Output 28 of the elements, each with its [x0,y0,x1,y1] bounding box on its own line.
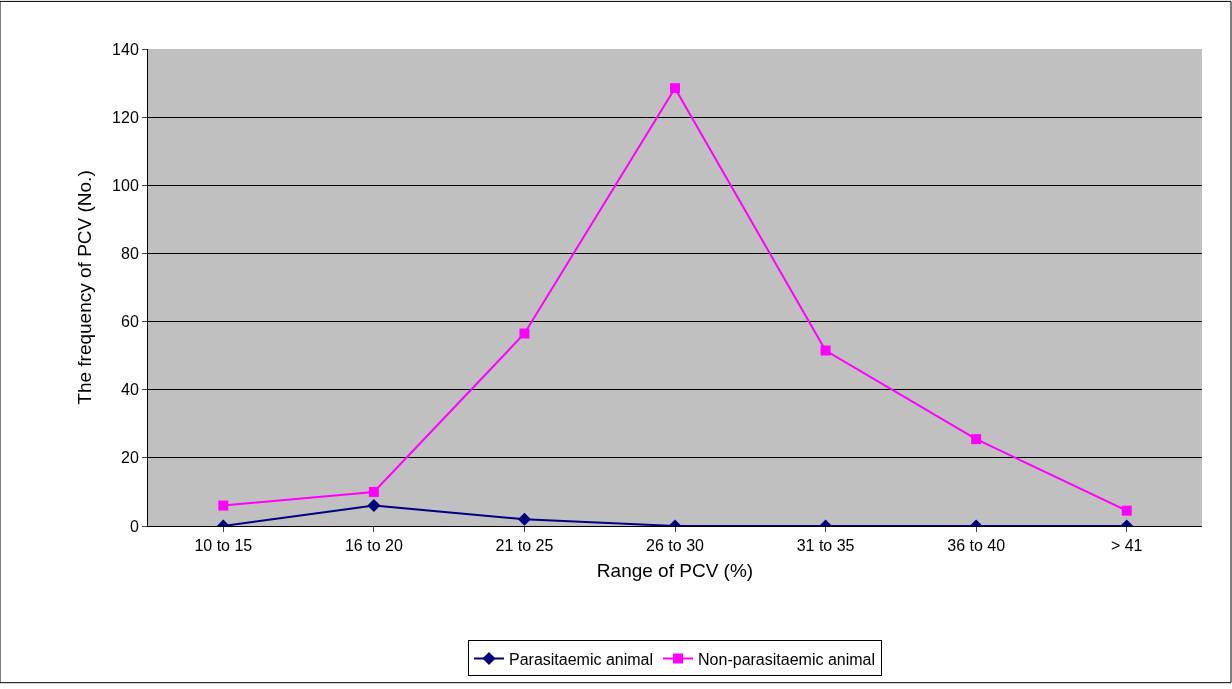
y-tick-label: 20 [121,449,139,467]
point [820,345,831,356]
y-tick-label: 120 [112,108,139,126]
point [971,434,982,445]
x-tick-label: > 41 [1110,537,1143,555]
x-tick-label: 36 to 40 [947,537,1006,555]
point [1121,505,1132,516]
point [519,328,530,339]
point [218,500,229,511]
legend-label: Parasitaemic animal [509,650,654,668]
x-tick-label: 21 to 25 [495,537,554,555]
x-tick-label: 16 to 20 [344,537,403,555]
y-axis-title: The frequency of PCV (No.) [73,170,95,405]
point [368,486,379,497]
x-tick-label: 10 to 15 [194,537,253,555]
point [517,512,531,526]
point [670,83,680,94]
y-tick-label: 60 [121,313,139,331]
point [367,499,381,513]
x-tick-label: 26 to 30 [646,537,705,555]
y-tick-label: 40 [121,381,139,399]
y-tick-label: 100 [112,176,139,194]
y-tick-label: 0 [129,517,139,535]
x-tick-label: 31 to 35 [796,537,855,555]
y-tick-label: 80 [121,245,139,263]
y-tick-label: 140 [112,40,139,58]
legend-label: Non-parasitaemic animal [698,650,876,668]
x-axis-title: Range of PCV (%) [596,560,754,581]
